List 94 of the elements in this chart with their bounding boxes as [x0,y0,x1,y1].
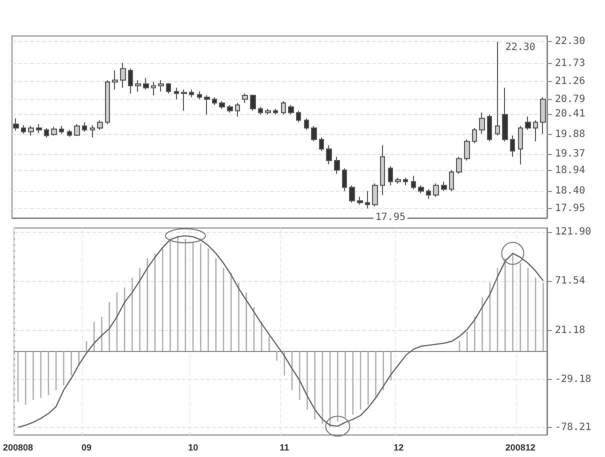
candlestick [120,62,126,88]
y-tick-label: 18.94 [555,164,586,176]
candlestick [59,126,64,134]
y-tick-label: 19.88 [555,128,586,140]
y-tick-label: 20.79 [555,94,586,106]
candlestick [174,87,179,100]
candlestick [380,144,385,196]
candlestick [281,100,286,116]
candlestick [67,129,72,138]
candlestick [296,110,301,123]
candlestick [403,177,408,186]
candlestick [395,177,401,184]
y-tick-label: 18.40 [555,186,586,197]
point [325,416,350,437]
candlestick [502,87,508,142]
candlestick [158,80,164,92]
candlestick [418,184,424,194]
y-tick-label: 19.37 [555,148,586,160]
candlestick [304,118,309,130]
candlestick [166,82,171,94]
candlestick [533,120,538,142]
y-tick-label: -78.21 [555,422,592,433]
candlestick [74,124,80,137]
candlestick [82,122,87,132]
candlestick [342,168,347,192]
candlestick [495,41,500,136]
candlestick [197,91,202,100]
candlestick [90,124,95,138]
candlestick [357,196,363,206]
candlestick [487,114,492,142]
x-tick-label: 12 [394,442,404,452]
candlestick [540,96,546,134]
candlestick [28,126,34,136]
candlestick [235,102,240,117]
x-tick-label: 09 [81,442,92,452]
candlestick [273,108,278,116]
candlestick [265,108,271,116]
candlestick [204,94,210,116]
candlestick [105,80,110,125]
candlestick [372,183,378,208]
y-tick-label: 22.30 [555,36,586,48]
candlestick [128,68,133,94]
candlestick [181,89,187,112]
x-tick-label: 10 [188,442,198,452]
x-tick-label: 11 [280,442,290,452]
candlestick [319,137,324,152]
candlestick [250,94,256,112]
candlestick [311,126,317,142]
candlestick [143,78,149,90]
candlestick [349,184,355,204]
annotation: 17.95 [375,212,406,223]
y-tick-label: 20.41 [555,108,586,120]
candlestick [112,70,118,90]
candlestick [44,127,49,138]
candlestick [441,181,447,192]
y-tick-label: 21.18 [555,324,586,336]
candlestick [365,190,370,209]
candlestick [456,156,462,174]
candlestick [525,116,531,130]
candlestick [510,135,515,158]
candlestick [449,170,454,192]
candlestick [51,126,57,136]
candlestick [334,156,340,174]
candlestick [227,104,233,114]
candlestick [288,104,294,116]
candlestick [426,188,431,200]
candlestick [13,118,19,132]
x-tick-label: 200812 [505,442,536,452]
candlestick [411,175,416,190]
candlestick [97,120,103,130]
y-tick-label: 21.73 [555,58,586,70]
candlestick [326,144,332,165]
y-tick-label: 21.26 [555,76,586,88]
candlestick [212,96,217,106]
y-tick-label: 17.95 [555,202,586,214]
y-tick-label: -29.18 [555,374,592,386]
candlestick [219,100,225,110]
candlestick [189,89,194,98]
candlestick [135,80,141,92]
candlestick [464,138,470,162]
candlestick [151,81,156,96]
y-tick-label: 71.54 [555,276,586,287]
candlestick [518,126,523,165]
candlestick [21,124,26,134]
x-tick-label: 200808 [2,442,34,452]
y-tick-label: 121.90 [555,226,592,238]
candlestick [388,166,393,186]
candlestick [258,106,263,116]
candlestick [36,124,42,134]
candlestick [479,112,485,134]
candlestick [242,92,248,104]
candlestick [433,183,439,198]
annotation: 22.30 [505,42,536,54]
candlestick [472,127,477,144]
